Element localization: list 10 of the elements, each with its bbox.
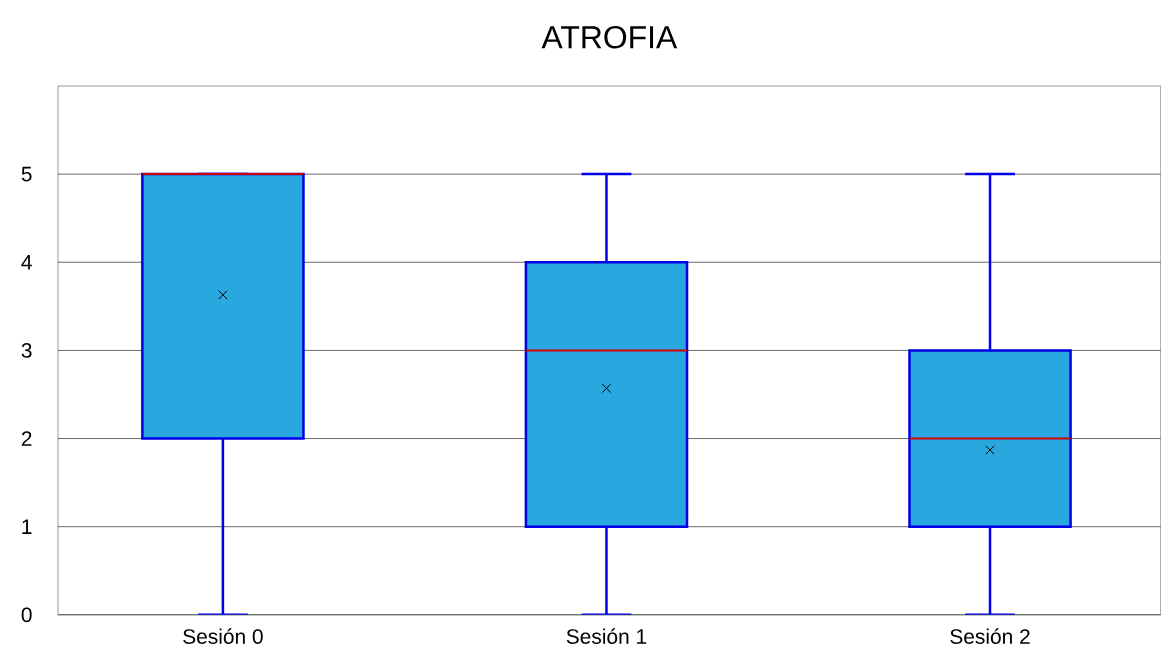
x-tick-label: Sesión 0 [183, 628, 263, 645]
y-tick-label: 0 [21, 607, 32, 623]
y-tick-label: 1 [22, 519, 32, 534]
x-tick-label: Sesión 2 [950, 628, 1030, 645]
y-tick-label: 5 [21, 166, 32, 182]
y-tick-label: 3 [21, 343, 32, 358]
chart-title: ATROFIA [541, 26, 678, 49]
y-tick-label: 2 [21, 431, 32, 446]
y-tick-label: 4 [21, 255, 32, 270]
x-tick-label: Sesión 1 [566, 628, 647, 645]
